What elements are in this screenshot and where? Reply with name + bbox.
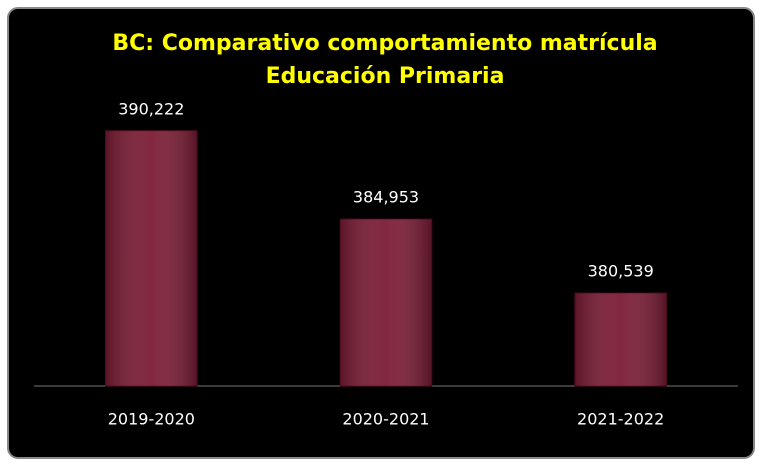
bar-shading	[340, 219, 432, 386]
chart-title: BC: Comparativo comportamiento matrícula	[112, 31, 657, 56]
bar-shading	[105, 130, 198, 386]
data-label: 380,539	[588, 262, 654, 281]
data-label: 384,953	[353, 188, 419, 207]
bar-shading	[574, 293, 667, 386]
x-tick-label: 2021-2022	[577, 410, 664, 429]
x-tick-label: 2019-2020	[108, 410, 195, 429]
chart-subtitle: Educación Primaria	[266, 64, 505, 89]
x-tick-label: 2020-2021	[342, 410, 429, 429]
data-label: 390,222	[118, 99, 184, 118]
